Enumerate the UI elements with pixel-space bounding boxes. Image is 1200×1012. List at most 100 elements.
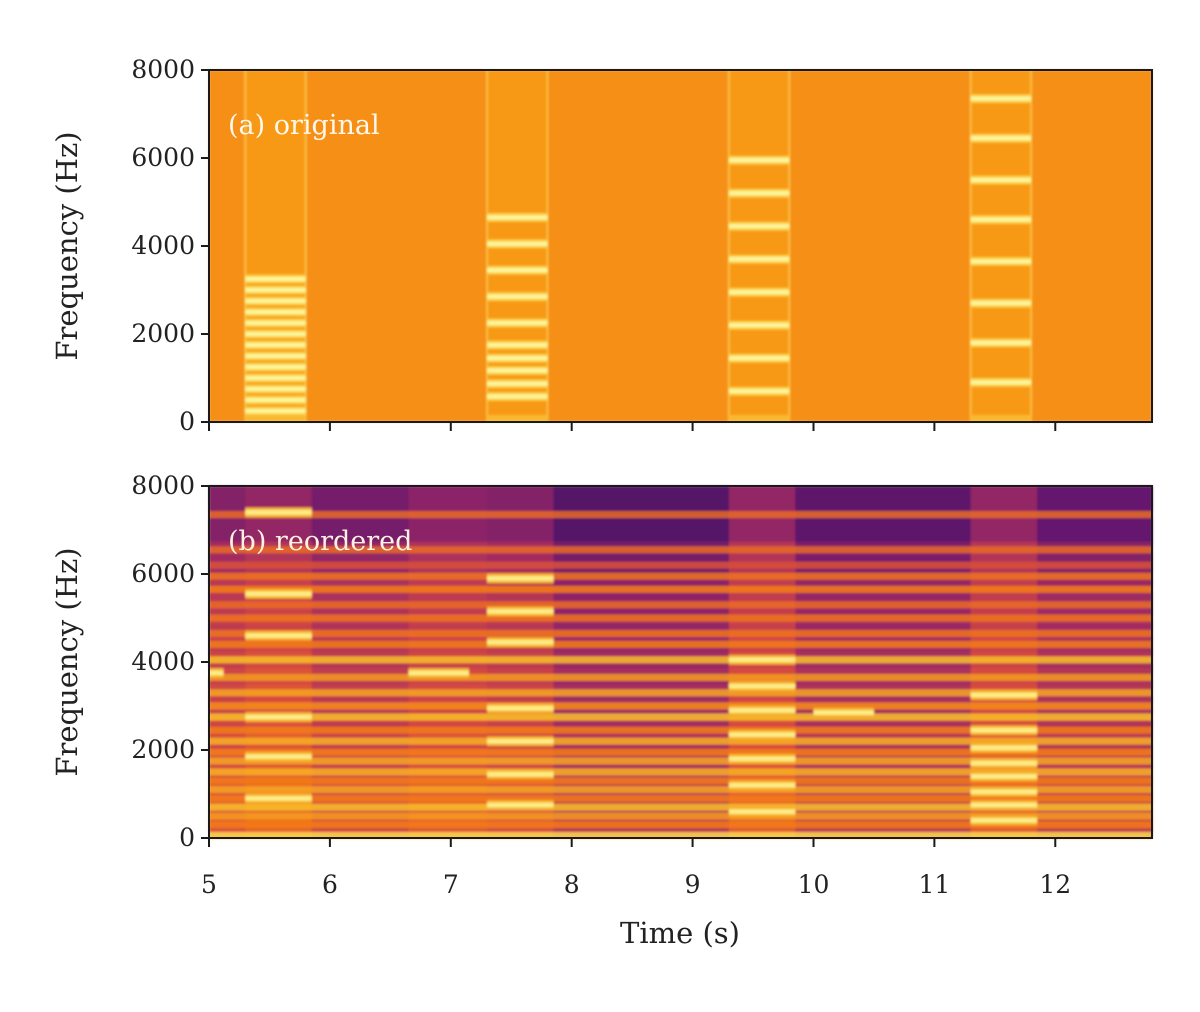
heatmap-cell: [209, 722, 246, 729]
heatmap-cell: [795, 607, 972, 613]
heatmap-cell: [408, 695, 488, 701]
heatmap-cell: [245, 552, 313, 558]
heatmap-cell: [728, 519, 796, 525]
harmonic-line: [728, 158, 790, 163]
harmonic-line: [487, 381, 548, 386]
heatmap-cell: [1037, 530, 1153, 536]
heatmap-cell: [553, 607, 730, 613]
heatmap-cell: [553, 783, 730, 789]
note-column: [728, 70, 790, 422]
heatmap-cell: [728, 667, 796, 674]
heatmap-cell: [311, 827, 409, 833]
heatmap-cell: [311, 552, 409, 558]
harmonic-line: [245, 375, 306, 381]
heatmap-cell: [970, 519, 1038, 525]
heatmap-cell: [209, 651, 246, 657]
heatmap-cell: [553, 722, 730, 729]
heatmap-cell: [487, 491, 555, 498]
heatmap-cell: [795, 634, 972, 641]
x-ticks-reordered: 5 6 7 8 9 10 11 12: [201, 838, 1071, 899]
heatmap-cell: [553, 502, 730, 509]
heatmap-cell: [728, 827, 796, 833]
harmonic-line: [245, 287, 306, 293]
x-tick-label: 5: [201, 870, 217, 899]
heatmap-cell: [728, 535, 796, 542]
heatmap-cell: [553, 623, 730, 630]
heatmap-cell: [553, 530, 730, 536]
frequency-band: [209, 768, 1152, 776]
heatmap-cell: [245, 733, 313, 740]
heatmap-cell: [795, 827, 972, 833]
x-tick-label: 6: [322, 870, 338, 899]
heatmap-cell: [487, 678, 555, 685]
heatmap-cell: [408, 733, 488, 740]
heatmap-cell: [553, 568, 730, 575]
heatmap-cell: [795, 596, 972, 602]
heatmap-cell: [245, 722, 313, 729]
heatmap-cell: [1037, 557, 1153, 564]
panel-label-original: (a) original: [228, 110, 380, 141]
y-tick-label: 6000: [131, 143, 195, 172]
heatmap-cell: [553, 590, 730, 597]
highlight-line: [487, 705, 554, 711]
y-tick-label: 0: [179, 823, 195, 852]
heatmap-cell: [408, 590, 488, 597]
heatmap-cell: [311, 667, 409, 674]
heatmap-cell: [795, 502, 972, 509]
heatmap-cell: [209, 579, 246, 586]
heatmap-cell: [245, 596, 313, 602]
heatmap-cell: [209, 827, 246, 833]
heatmap-cell: [311, 596, 409, 602]
highlight-line: [728, 708, 796, 713]
heatmap-cell: [311, 744, 409, 751]
heatmap-cell: [795, 695, 972, 701]
heatmap-cell: [970, 497, 1038, 503]
heatmap-cell: [245, 524, 313, 531]
heatmap-cell: [970, 733, 1038, 740]
harmonic-line: [970, 380, 1032, 385]
heatmap-cell: [728, 744, 796, 751]
heatmap-cell: [245, 535, 313, 542]
heatmap-cell: [970, 607, 1038, 613]
highlight-line: [728, 782, 796, 788]
harmonic-line: [728, 356, 790, 361]
heatmap-cell: [795, 783, 972, 789]
heatmap-cell: [487, 524, 555, 531]
heatmap-cell: [209, 535, 246, 542]
heatmap-cell: [553, 596, 730, 602]
heatmap-cell: [311, 541, 409, 547]
heatmap-cell: [728, 486, 796, 492]
y-tick-label: 2000: [131, 735, 195, 764]
heatmap-cell: [728, 799, 796, 806]
frequency-band: [209, 511, 1152, 519]
heatmap-cell: [311, 519, 409, 525]
heatmap-cell: [795, 530, 972, 536]
heatmap-cell: [209, 552, 246, 558]
heatmap-cell: [245, 678, 313, 685]
heatmap-cell: [408, 508, 488, 514]
highlight-line: [970, 745, 1038, 751]
heatmap-cell: [795, 557, 972, 564]
heatmap-cell: [970, 662, 1038, 668]
harmonic-line: [970, 217, 1032, 222]
heatmap-cell: [311, 579, 409, 586]
heatmap-cell: [408, 486, 488, 492]
harmonic-line: [245, 397, 306, 403]
frequency-band: [209, 629, 1152, 637]
heatmap-cell: [209, 519, 246, 525]
heatmap-cell: [209, 557, 246, 564]
heatmap-cell: [245, 645, 313, 652]
heatmap-cell: [728, 596, 796, 602]
y-tick-label: 8000: [131, 471, 195, 500]
highlight-line: [408, 670, 469, 676]
heatmap-cell: [209, 645, 246, 652]
frequency-band: [209, 673, 1152, 681]
heatmap-cell: [553, 497, 730, 503]
heatmap-cell: [970, 491, 1038, 498]
heatmap-cell: [1037, 667, 1153, 674]
heatmap-cell: [487, 662, 555, 668]
heatmap-cell: [487, 684, 555, 690]
note-column: [970, 70, 1032, 422]
heatmap-cell: [408, 678, 488, 685]
heatmap-cell: [970, 568, 1038, 575]
